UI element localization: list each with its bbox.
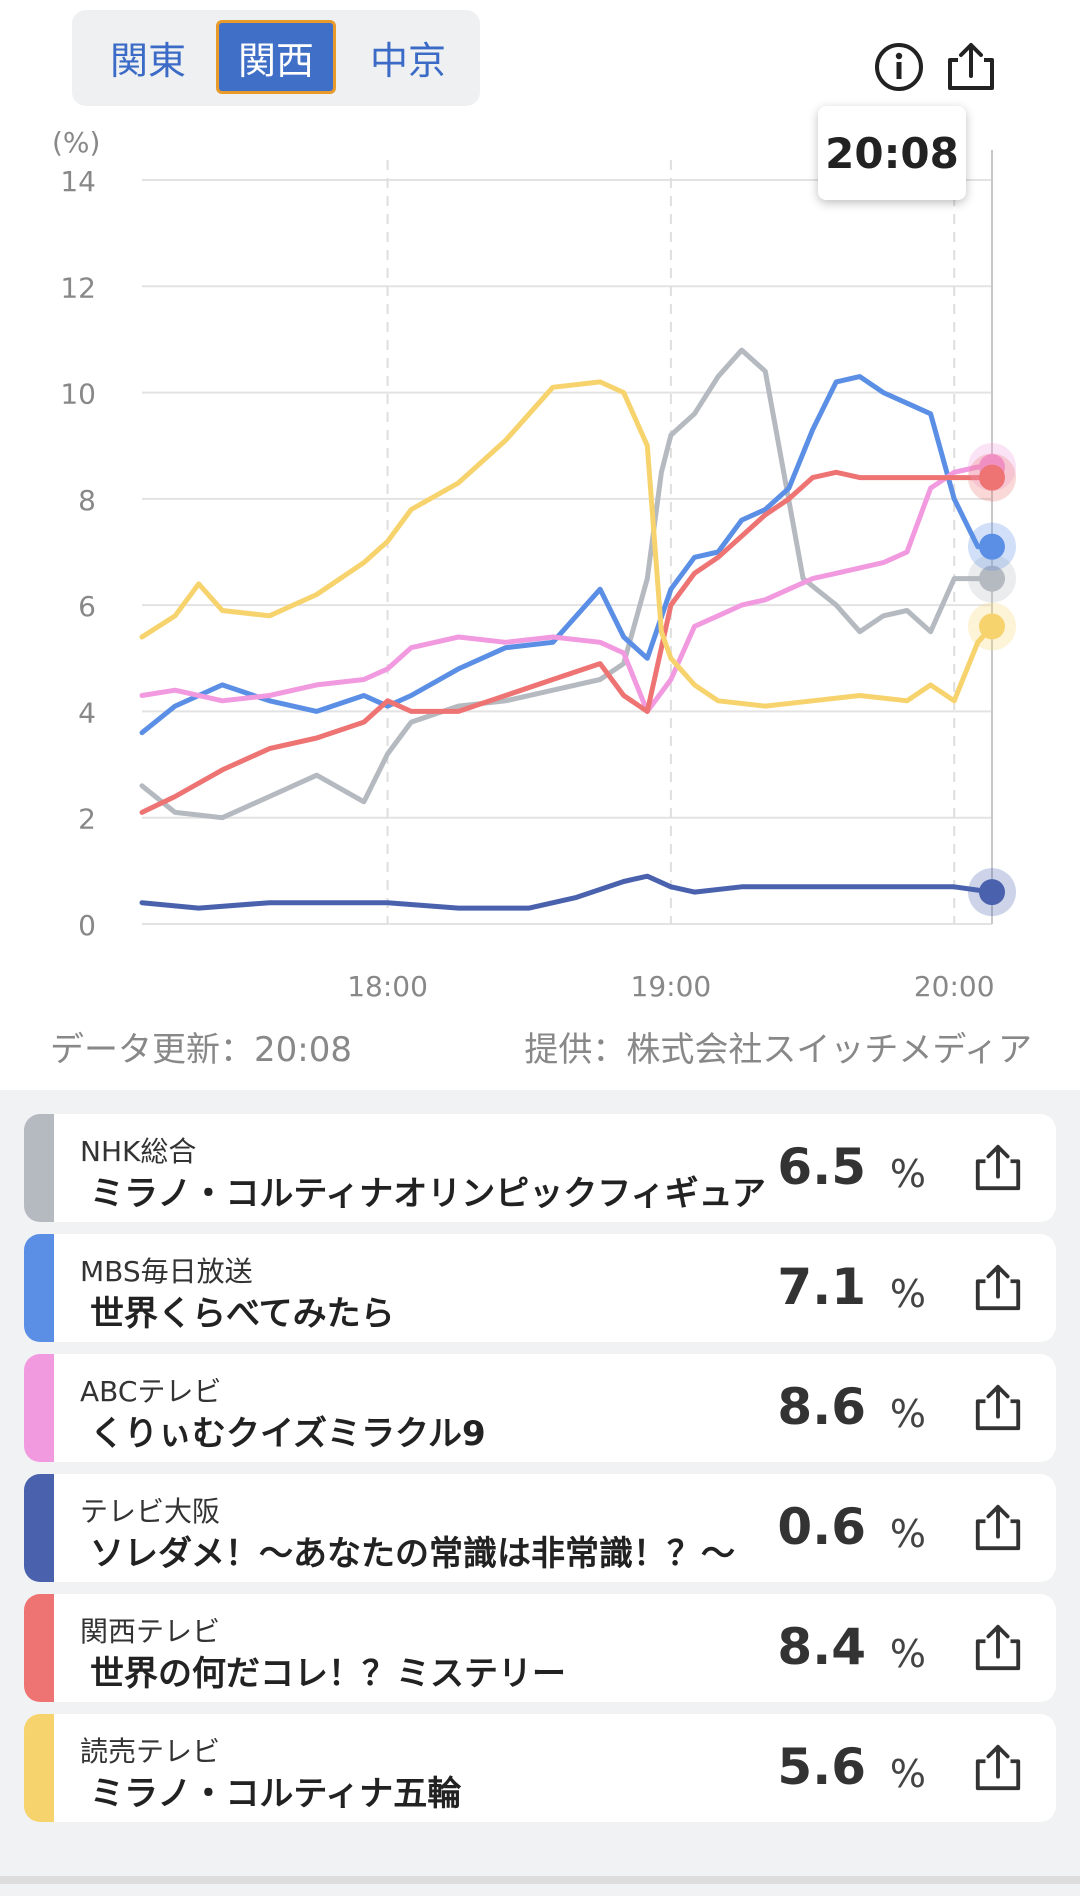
share-icon[interactable] <box>972 1262 1024 1314</box>
y-tick-label: 8 <box>78 484 96 517</box>
station-name: テレビ大阪 <box>80 1495 221 1528</box>
rating-value: 8.6 <box>777 1378 866 1436</box>
share-icon[interactable] <box>944 40 998 94</box>
channel-card-abc[interactable]: ABCテレビ くりぃむクイズミラクル9 8.6 % <box>24 1354 1056 1462</box>
series-end-marker <box>979 879 1005 906</box>
info-icon[interactable] <box>872 40 926 94</box>
program-title: ミラノ・コルティナオリンピックフィギュア <box>90 1174 766 1214</box>
channel-card-ktv[interactable]: 関西テレビ 世界の何だコレ！？ミステリー 8.4 % <box>24 1594 1056 1702</box>
region-tabs: 関東 関西 中京 <box>72 10 480 106</box>
rating-unit: % <box>889 1632 926 1676</box>
rating-value: 5.6 <box>777 1738 866 1796</box>
station-name: ABCテレビ <box>80 1375 222 1408</box>
station-name: NHK総合 <box>80 1135 197 1168</box>
series-line <box>139 374 995 736</box>
chart-series <box>139 347 995 911</box>
program-title: 世界くらべてみたら <box>90 1294 395 1334</box>
rating-unit: % <box>889 1752 926 1796</box>
y-tick-label: 14 <box>60 165 96 198</box>
ratings-line-chart: (%) 0 2 4 6 8 10 12 14 18:00 19:00 20:00 <box>52 126 1016 1003</box>
program-title: ソレダメ！～あなたの常識は非常識！？～ <box>90 1534 735 1574</box>
station-name: MBS毎日放送 <box>80 1255 253 1288</box>
rating-value: 8.4 <box>777 1618 866 1676</box>
channel-color-stripe <box>24 1594 54 1702</box>
y-tick-label: 6 <box>78 590 96 623</box>
rating-unit: % <box>889 1392 926 1436</box>
share-icon[interactable] <box>972 1382 1024 1434</box>
series-line <box>139 469 995 815</box>
bottom-divider <box>0 1876 1080 1884</box>
channel-color-stripe <box>24 1114 54 1222</box>
series-end-marker <box>979 613 1005 640</box>
y-tick-label: 10 <box>60 378 96 411</box>
x-tick-label: 20:00 <box>914 970 995 1003</box>
y-tick-label: 2 <box>78 803 96 836</box>
rating-value: 7.1 <box>777 1258 866 1316</box>
y-tick-label: 0 <box>78 909 96 942</box>
channel-card-tvo[interactable]: テレビ大阪 ソレダメ！～あなたの常識は非常識！？～ 0.6 % <box>24 1474 1056 1582</box>
rating-unit: % <box>889 1152 926 1196</box>
provider-label: 提供：株式会社スイッチメディア <box>524 1030 1032 1070</box>
rating-value: 0.6 <box>777 1498 866 1556</box>
rating-unit: % <box>889 1272 926 1316</box>
program-title: くりぃむクイズミラクル9 <box>90 1414 486 1454</box>
rating-value: 6.5 <box>777 1138 866 1196</box>
channel-card-nhk[interactable]: NHK総合 ミラノ・コルティナオリンピックフィギュア 6.5 % <box>24 1114 1056 1222</box>
channel-color-stripe <box>24 1234 54 1342</box>
series-line <box>139 379 995 709</box>
series-end-marker <box>979 565 1005 592</box>
share-icon[interactable] <box>972 1622 1024 1674</box>
y-tick-label: 4 <box>78 696 96 729</box>
channel-card-mbs[interactable]: MBS毎日放送 世界くらべてみたら 7.1 % <box>24 1234 1056 1342</box>
channel-list: NHK総合 ミラノ・コルティナオリンピックフィギュア 6.5 % MBS毎日放送… <box>0 1090 1080 1896</box>
tab-kansai[interactable]: 関西 <box>216 20 336 94</box>
x-tick-label: 19:00 <box>631 970 712 1003</box>
chart-grid: 0 2 4 6 8 10 12 14 18:00 19:00 20:00 <box>60 150 995 1003</box>
station-name: 読売テレビ <box>80 1735 221 1768</box>
series-line <box>139 347 995 821</box>
current-time-tooltip: 20:08 <box>818 106 966 200</box>
channel-color-stripe <box>24 1714 54 1822</box>
program-title: 世界の何だコレ！？ミステリー <box>90 1654 566 1694</box>
series-line <box>139 464 995 714</box>
program-title: ミラノ・コルティナ五輪 <box>90 1774 462 1814</box>
rating-unit: % <box>889 1512 926 1556</box>
channel-color-stripe <box>24 1474 54 1582</box>
channel-card-ytv[interactable]: 読売テレビ ミラノ・コルティナ五輪 5.6 % <box>24 1714 1056 1822</box>
chart-end-markers <box>968 442 1016 917</box>
y-tick-label: 12 <box>60 271 96 304</box>
x-tick-label: 18:00 <box>347 970 428 1003</box>
share-icon[interactable] <box>972 1502 1024 1554</box>
share-icon[interactable] <box>972 1142 1024 1194</box>
series-line <box>139 873 995 911</box>
tab-chukyo[interactable]: 中京 <box>369 38 446 83</box>
data-updated-label: データ更新：20:08 <box>50 1030 352 1070</box>
tab-kanto[interactable]: 関東 <box>109 38 186 83</box>
channel-color-stripe <box>24 1354 54 1462</box>
station-name: 関西テレビ <box>80 1615 221 1648</box>
series-end-marker <box>979 464 1005 491</box>
series-end-marker <box>979 533 1005 560</box>
y-axis-unit-label: (%) <box>52 126 100 159</box>
share-icon[interactable] <box>972 1742 1024 1794</box>
